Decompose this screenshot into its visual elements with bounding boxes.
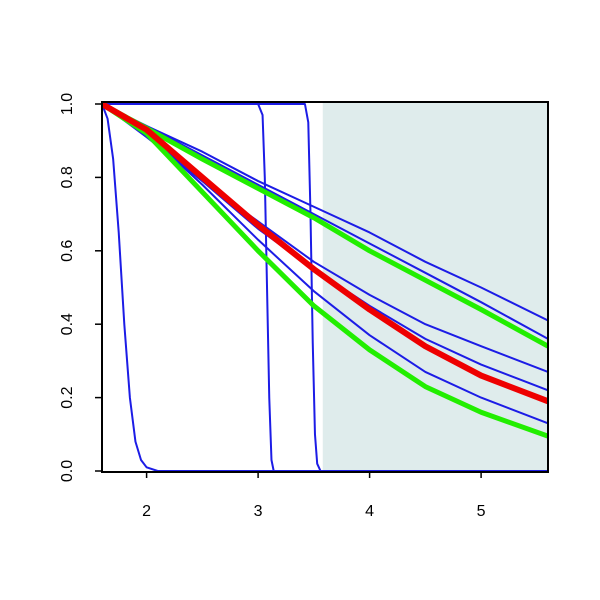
y-tick-label: 0.8 (59, 166, 76, 188)
series-line (102, 103, 548, 472)
x-tick-label: 3 (254, 503, 263, 520)
y-tick-label: 1.0 (59, 93, 76, 115)
y-tick-label: 0.0 (59, 460, 76, 482)
y-tick-label: 0.4 (59, 313, 76, 335)
series-line (102, 101, 548, 405)
series-line (102, 103, 548, 472)
x-tick-label: 2 (142, 503, 151, 520)
y-tick-label: 0.6 (59, 240, 76, 262)
x-tick-label: 4 (365, 503, 374, 520)
x-tick-label: 5 (477, 503, 486, 520)
series-line (102, 101, 548, 349)
series-line (102, 103, 548, 472)
series-line (102, 101, 548, 439)
y-tick-label: 0.2 (59, 386, 76, 408)
plot-frame (101, 101, 549, 473)
series-line (102, 103, 548, 322)
